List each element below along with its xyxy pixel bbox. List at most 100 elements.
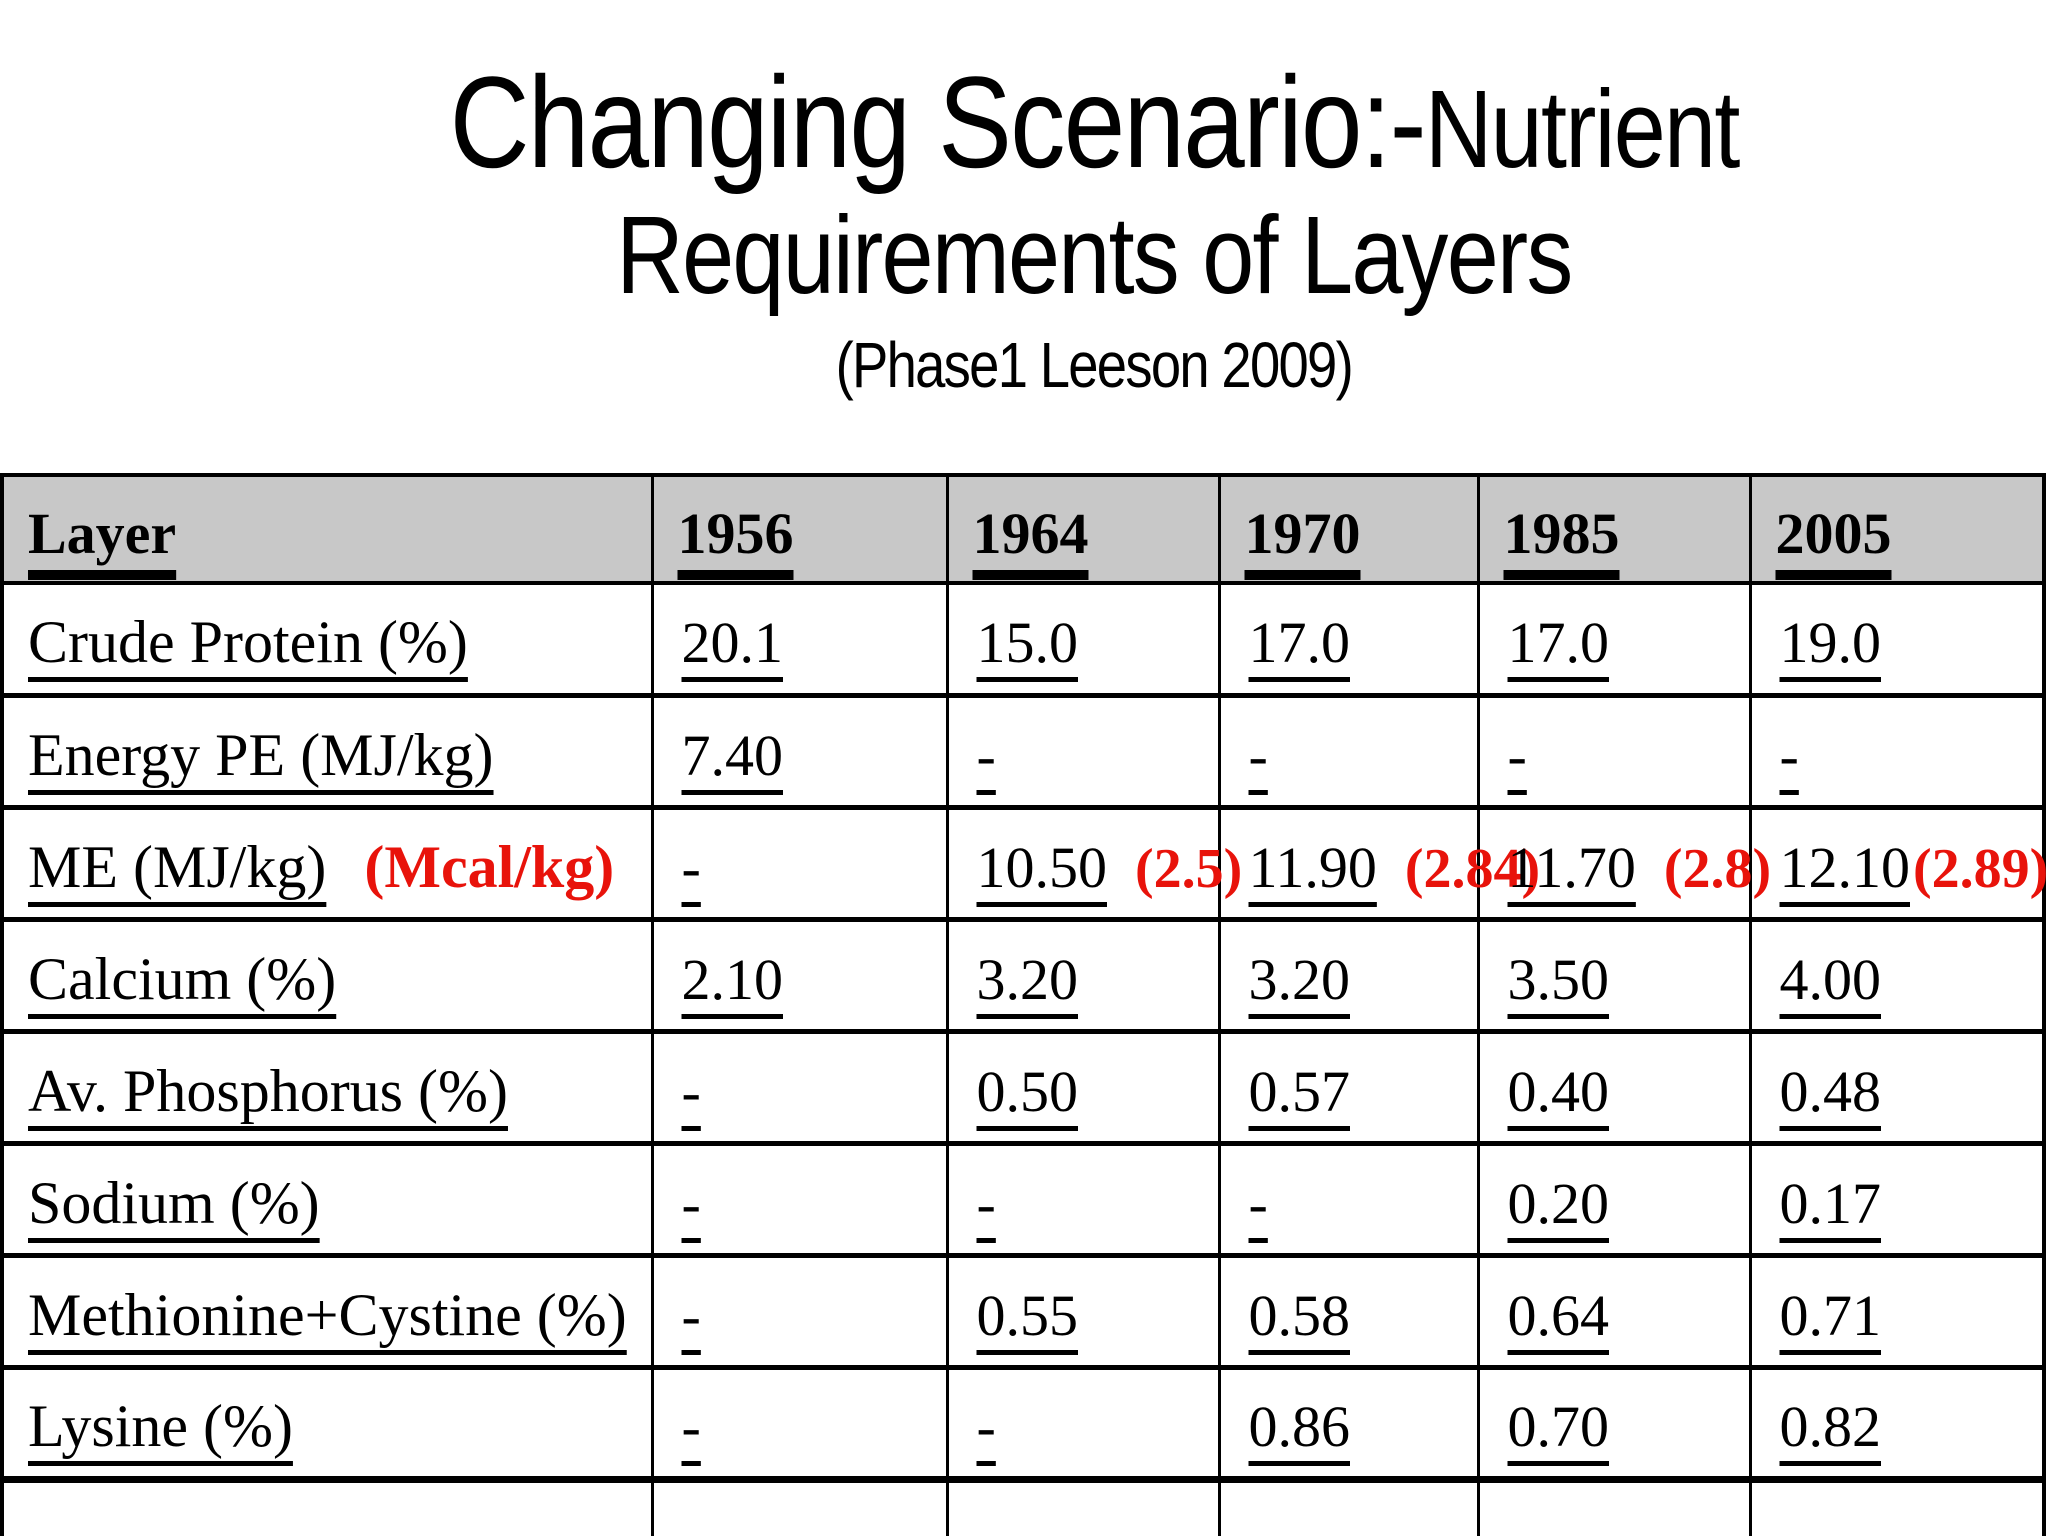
column-header-1985: 1985 [1476, 473, 1752, 585]
row-label-cell: Crude Protein (%) [0, 581, 654, 698]
cell-red-annotation: (2.89) [1913, 837, 2048, 900]
cell-value: 7.40 [681, 722, 784, 788]
cell-value: 0.17 [1779, 1170, 1882, 1236]
value-cell [945, 1477, 1221, 1536]
value-cell: 7.40 [650, 693, 949, 810]
value-cell: 17.0 [1217, 581, 1480, 698]
value-cell: 0.50 [945, 1029, 1221, 1146]
row-label: Methionine+Cystine (%) [28, 1281, 627, 1348]
row-label-cell: Energy PE (MJ/kg) [0, 693, 654, 810]
cell-value: - [681, 1170, 701, 1236]
cell-value: - [681, 1058, 701, 1124]
row-label-red-annotation: (Mcal/kg) [364, 833, 615, 900]
cell-value: 19.0 [1779, 610, 1882, 676]
value-cell: 0.40 [1476, 1029, 1752, 1146]
value-cell: - [1217, 693, 1480, 810]
value-cell: 0.58 [1217, 1253, 1480, 1370]
value-cell: 2.10 [650, 917, 949, 1034]
row-label-cell: Sodium (%) [0, 1141, 654, 1258]
cell-value: - [1248, 1170, 1268, 1236]
row-label: Crude Protein (%) [28, 609, 468, 676]
title-line1-small-text: Nutrient [1424, 68, 1740, 191]
cell-value: 10.50 [976, 834, 1108, 900]
value-cell: 3.20 [945, 917, 1221, 1034]
value-cell: 20.1 [650, 581, 949, 698]
cell-value: 0.40 [1507, 1058, 1610, 1124]
cell-value: 0.55 [976, 1282, 1079, 1348]
value-cell: 0.57 [1217, 1029, 1480, 1146]
cell-value: - [681, 1394, 701, 1459]
cell-red-annotation: (2.8) [1663, 837, 1772, 900]
cell-value: 0.20 [1507, 1170, 1610, 1236]
value-cell: - [650, 805, 949, 922]
title-line2-text: Requirements of Layers [616, 194, 1573, 318]
cell-value: - [1507, 722, 1527, 788]
cell-value: 2.10 [681, 946, 784, 1012]
value-cell: 15.0 [945, 581, 1221, 698]
table-row-calcium: Calcium (%) 2.10 3.20 3.20 3.50 4.00 [0, 917, 2046, 1034]
value-cell: 0.48 [1748, 1029, 2046, 1146]
table-row-me: ME (MJ/kg) (Mcal/kg) - 10.50 (2.5) 11.90 (2… [0, 805, 2048, 922]
cell-value: - [1248, 722, 1268, 788]
cell-value: 3.20 [1248, 946, 1351, 1012]
value-cell: - [1476, 693, 1752, 810]
slide-title: Changing Scenario:-Nutrient Requirements… [0, 52, 2048, 400]
value-cell: 0.20 [1476, 1141, 1752, 1258]
value-cell: 0.55 [945, 1253, 1221, 1370]
value-cell: - [945, 1141, 1221, 1258]
cell-value: 0.86 [1248, 1394, 1351, 1459]
value-cell: - [650, 1365, 949, 1483]
value-cell [1748, 1477, 2046, 1536]
cell-value: - [976, 722, 996, 788]
cell-value: 17.0 [1507, 610, 1610, 676]
value-cell: - [1748, 693, 2046, 810]
column-header-label: 2005 [1775, 500, 1892, 566]
title-line-1: Changing Scenario:-Nutrient [140, 52, 2048, 192]
table-row-crude-protein: Crude Protein (%) 20.1 15.0 17.0 17.0 19… [0, 581, 2046, 698]
cell-value: 0.70 [1507, 1394, 1610, 1459]
title-line-2: Requirements of Layers [140, 198, 2048, 314]
value-cell: 0.70 [1476, 1365, 1752, 1483]
column-header-label: 1970 [1244, 500, 1361, 566]
row-label-cell: ME (MJ/kg) (Mcal/kg) [0, 805, 654, 922]
value-cell: - [1217, 1141, 1480, 1258]
cell-value: 15.0 [976, 610, 1079, 676]
value-cell: 0.82 [1748, 1365, 2046, 1483]
cell-value: 0.71 [1779, 1282, 1882, 1348]
slide-subtitle: (Phase1 Leeson 2009) [140, 328, 2048, 401]
table-row-partial-clipped [0, 1477, 2046, 1536]
value-cell: 17.0 [1476, 581, 1752, 698]
value-cell [0, 1477, 654, 1536]
value-cell: - [945, 1365, 1221, 1483]
value-cell: 0.71 [1748, 1253, 2046, 1370]
value-cell [650, 1477, 949, 1536]
row-label-cell: Lysine (%) [0, 1365, 654, 1483]
row-label-cell: Methionine+Cystine (%) [0, 1253, 654, 1370]
row-label-cell: Calcium (%) [0, 917, 654, 1034]
cell-value: 3.50 [1507, 946, 1610, 1012]
table-row-lysine: Lysine (%) - - 0.86 0.70 0.82 [0, 1365, 2046, 1483]
row-label: Calcium (%) [28, 945, 337, 1012]
cell-value: 17.0 [1248, 610, 1351, 676]
value-cell: - [650, 1253, 949, 1370]
cell-value: 4.00 [1779, 946, 1882, 1012]
cell-value: 0.82 [1779, 1394, 1882, 1459]
value-cell: 0.17 [1748, 1141, 2046, 1258]
row-label: Lysine (%) [28, 1393, 293, 1459]
column-header-layer: Layer [0, 473, 654, 585]
cell-value: 3.20 [976, 946, 1079, 1012]
row-label: Av. Phosphorus (%) [28, 1057, 508, 1124]
cell-value: 11.90 [1248, 834, 1377, 900]
row-label: Sodium (%) [28, 1169, 320, 1236]
value-cell: 11.90 (2.84) [1217, 805, 1540, 922]
subtitle-text: (Phase1 Leeson 2009) [835, 328, 1354, 401]
table-header-row: Layer 1956 1964 1970 1985 2005 [0, 473, 2046, 585]
value-cell: - [650, 1029, 949, 1146]
column-header-1970: 1970 [1217, 473, 1480, 585]
value-cell: 3.20 [1217, 917, 1480, 1034]
column-header-label: 1964 [972, 500, 1089, 566]
cell-value: 0.48 [1779, 1058, 1882, 1124]
table-row-sodium: Sodium (%) - - - 0.20 0.17 [0, 1141, 2046, 1258]
row-label: Energy PE (MJ/kg) [28, 721, 494, 788]
